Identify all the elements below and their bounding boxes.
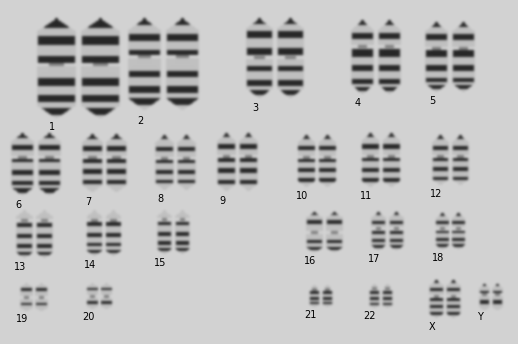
- Text: 22: 22: [364, 311, 376, 321]
- Text: 1: 1: [49, 122, 55, 132]
- Text: 9: 9: [219, 196, 225, 206]
- Text: 12: 12: [430, 189, 442, 199]
- Text: 7: 7: [85, 197, 91, 207]
- Text: 13: 13: [14, 262, 26, 272]
- Text: Y: Y: [477, 312, 483, 322]
- Text: 16: 16: [304, 256, 316, 266]
- Text: 15: 15: [154, 258, 166, 268]
- Text: 4: 4: [355, 98, 361, 108]
- Text: 3: 3: [252, 103, 258, 113]
- Text: 14: 14: [84, 260, 96, 270]
- Text: 6: 6: [15, 200, 21, 210]
- Text: 8: 8: [157, 194, 163, 204]
- Text: 5: 5: [429, 96, 435, 106]
- Text: X: X: [429, 322, 435, 332]
- Text: 17: 17: [368, 254, 380, 264]
- Text: 10: 10: [296, 191, 308, 201]
- Text: 11: 11: [360, 191, 372, 201]
- Text: 18: 18: [432, 253, 444, 263]
- Text: 19: 19: [16, 314, 28, 324]
- Text: 21: 21: [304, 310, 316, 320]
- Text: 20: 20: [82, 312, 94, 322]
- Text: 2: 2: [137, 116, 143, 126]
